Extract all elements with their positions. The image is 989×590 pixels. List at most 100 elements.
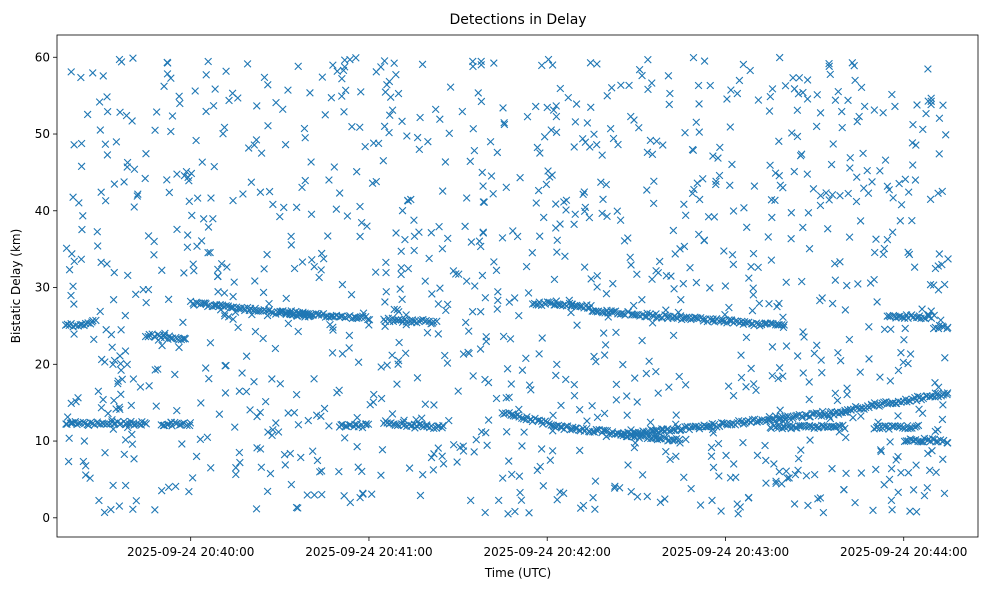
data-point (434, 300, 443, 308)
data-point (69, 282, 77, 291)
data-point (204, 248, 212, 257)
data-point (190, 266, 198, 275)
data-point (734, 509, 742, 518)
data-point (356, 493, 364, 502)
data-point (810, 349, 819, 358)
data-point (142, 149, 150, 158)
data-point (739, 60, 748, 69)
data-point (643, 492, 652, 501)
data-point (377, 63, 385, 71)
data-point (454, 387, 462, 395)
data-point (257, 463, 266, 472)
data-point (186, 419, 195, 427)
data-point (816, 201, 825, 210)
data-point (633, 270, 641, 279)
data-point (800, 333, 808, 341)
data-point (117, 326, 125, 334)
data-point (514, 311, 523, 320)
data-point (918, 305, 926, 313)
data-point (939, 401, 947, 409)
data-point (320, 404, 329, 413)
data-point (749, 291, 758, 299)
data-point (506, 335, 515, 343)
data-point (394, 89, 403, 98)
data-point (871, 465, 880, 474)
data-point (509, 227, 517, 235)
data-point (761, 441, 769, 450)
data-point (804, 501, 812, 510)
data-point (470, 146, 479, 155)
data-point (794, 422, 803, 430)
data-point (910, 263, 919, 271)
data-point (728, 250, 737, 259)
data-point (462, 277, 471, 285)
data-point (840, 485, 848, 494)
data-point (193, 194, 202, 202)
data-point (939, 455, 947, 464)
data-point (152, 402, 161, 410)
data-point (552, 128, 561, 137)
data-point (381, 88, 390, 96)
data-point (609, 279, 617, 288)
data-point (768, 85, 777, 93)
data-point (614, 140, 622, 149)
data-point (99, 395, 107, 404)
data-point (150, 237, 158, 246)
data-point (781, 423, 789, 431)
data-point (329, 61, 337, 69)
data-point (365, 321, 373, 329)
data-point (716, 143, 724, 152)
data-point (398, 295, 406, 304)
data-point (183, 231, 192, 239)
data-point (597, 178, 605, 187)
data-point (695, 100, 703, 108)
data-point (510, 294, 519, 302)
data-point (624, 308, 633, 316)
data-point (680, 200, 688, 209)
data-point (681, 423, 689, 431)
data-point (681, 381, 690, 389)
data-point (568, 300, 576, 308)
x-axis-label: Time (UTC) (484, 566, 551, 580)
data-point (755, 320, 763, 328)
data-point (728, 160, 736, 169)
data-point (438, 423, 446, 432)
data-point (298, 258, 307, 266)
data-point (793, 132, 802, 141)
data-point (731, 473, 740, 482)
data-point (695, 195, 704, 204)
data-point (681, 211, 690, 220)
data-point (300, 124, 309, 133)
data-point (238, 369, 246, 377)
y-tick-label: 20 (35, 357, 50, 371)
data-point (766, 161, 774, 170)
data-point (575, 446, 584, 455)
data-point (121, 481, 130, 490)
data-point (844, 96, 852, 105)
data-point (859, 149, 867, 158)
data-point (782, 278, 791, 287)
data-point (725, 316, 733, 324)
data-point (552, 112, 561, 121)
data-point (897, 200, 906, 209)
data-point (818, 407, 827, 416)
data-point (490, 258, 498, 266)
data-point (132, 496, 141, 505)
data-point (304, 416, 313, 425)
data-point (551, 200, 560, 208)
y-axis: 0 10 20 30 40 50 60 (35, 50, 57, 525)
data-point (80, 437, 89, 445)
data-point (199, 215, 208, 223)
data-point (415, 145, 424, 154)
data-point (261, 397, 270, 406)
data-point (723, 95, 731, 103)
data-point (894, 412, 902, 420)
data-point (154, 336, 163, 344)
data-point (184, 173, 192, 182)
data-point (550, 422, 558, 431)
data-point (881, 156, 890, 164)
data-point (310, 375, 318, 383)
data-point (229, 303, 238, 311)
data-point (583, 119, 592, 127)
data-point (647, 79, 656, 87)
